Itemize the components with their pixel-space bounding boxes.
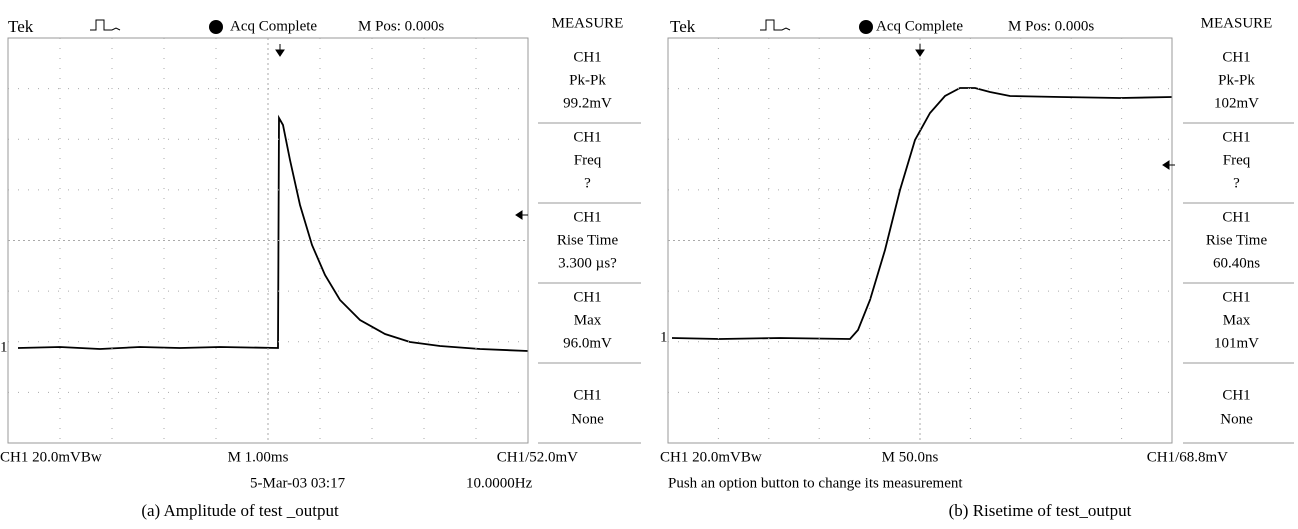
footer-center: M 1.00ms: [228, 449, 289, 465]
trigger-arrow: [915, 44, 925, 57]
trigger-arrow: [275, 44, 285, 57]
measure-title: MEASURE: [552, 15, 624, 31]
measure-channel: CH1: [573, 289, 601, 305]
measure-name: None: [571, 411, 604, 427]
measure-channel: CH1: [1222, 129, 1250, 145]
measure-value: 101mV: [1214, 335, 1259, 351]
measure-name: Pk-Pk: [569, 72, 606, 88]
position: M Pos: 0.000s: [1008, 18, 1094, 34]
measure-name: Rise Time: [557, 232, 619, 248]
footer-note: Push an option button to change its meas…: [668, 475, 963, 491]
measure-channel: CH1: [1222, 289, 1250, 305]
trace: [671, 87, 1173, 340]
footer-right: CH1/52.0mV: [497, 449, 578, 465]
caption: (a) Amplitude of test _output: [141, 501, 339, 520]
trace: [17, 114, 529, 352]
measure-name: Freq: [574, 152, 602, 168]
measure-value: 102mV: [1214, 95, 1259, 111]
measure-name: Freq: [1223, 152, 1251, 168]
channel-marker: 1: [0, 339, 8, 355]
footer-center: M 50.0ns: [882, 449, 939, 465]
status: Acq Complete: [230, 18, 317, 34]
measure-name: None: [1220, 411, 1253, 427]
measure-value: ?: [584, 175, 591, 191]
footer-left: CH1 20.0mVBw: [660, 449, 762, 465]
measure-value: 99.2mV: [563, 95, 612, 111]
caption: (b) Risetime of test_output: [949, 501, 1132, 520]
status-dot: [859, 20, 873, 34]
measure-title: MEASURE: [1201, 15, 1273, 31]
status: Acq Complete: [876, 18, 963, 34]
measure-name: Max: [1223, 312, 1251, 328]
footer-right: CH1/68.8mV: [1147, 449, 1228, 465]
measure-value: 96.0mV: [563, 335, 612, 351]
measure-channel: CH1: [573, 387, 601, 403]
measure-channel: CH1: [1222, 387, 1250, 403]
status-dot: [209, 20, 223, 34]
brand: Tek: [670, 17, 696, 36]
footer-left: CH1 20.0mVBw: [0, 449, 102, 465]
measure-value: 3.300 µs?: [558, 255, 617, 271]
measure-channel: CH1: [573, 49, 601, 65]
brand: Tek: [8, 17, 34, 36]
measure-channel: CH1: [573, 129, 601, 145]
measure-channel: CH1: [573, 209, 601, 225]
measure-name: Max: [574, 312, 602, 328]
measure-name: Rise Time: [1206, 232, 1268, 248]
measure-channel: CH1: [1222, 49, 1250, 65]
measure-name: Pk-Pk: [1218, 72, 1255, 88]
footer-note: 10.0000Hz: [466, 475, 533, 491]
measure-value: ?: [1233, 175, 1240, 191]
pulse-icon: [90, 19, 121, 31]
level-arrow: [1162, 160, 1175, 170]
pulse-icon: [760, 19, 791, 31]
measure-value: 60.40ns: [1213, 255, 1260, 271]
position: M Pos: 0.000s: [358, 18, 444, 34]
level-arrow: [515, 210, 528, 220]
footer-note: 5-Mar-03 03:17: [250, 475, 346, 491]
channel-marker: 1: [660, 329, 668, 345]
measure-channel: CH1: [1222, 209, 1250, 225]
